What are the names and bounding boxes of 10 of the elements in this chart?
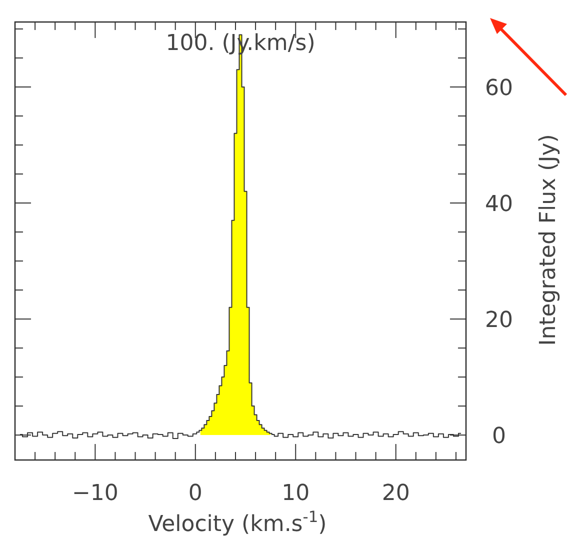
y-tick-label: 60 <box>485 76 513 101</box>
x-axis-title: Velocity (km.s$^{-1}$) <box>148 508 327 537</box>
y-axis-title: Integrated Flux (Jy) <box>536 134 561 346</box>
y-tick-label: 40 <box>485 192 513 217</box>
y-tick-label: 20 <box>485 308 513 334</box>
x-tick-label: 0 <box>188 481 202 506</box>
x-tick-label: 10 <box>282 481 310 506</box>
x-tick-label: 20 <box>382 481 410 506</box>
y-tick-label: 0 <box>492 424 506 450</box>
x-tick-label: −10 <box>72 481 118 506</box>
